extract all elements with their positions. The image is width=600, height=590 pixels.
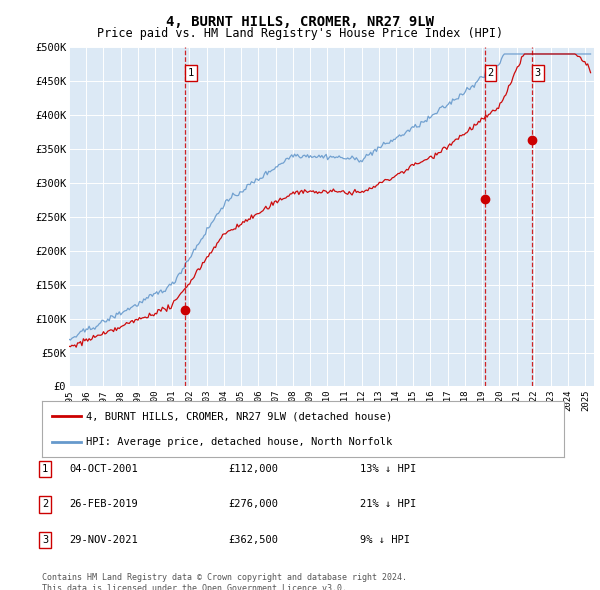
Text: 4, BURNT HILLS, CROMER, NR27 9LW: 4, BURNT HILLS, CROMER, NR27 9LW — [166, 15, 434, 29]
Text: 3: 3 — [535, 68, 541, 78]
Text: 29-NOV-2021: 29-NOV-2021 — [69, 535, 138, 545]
Text: 3: 3 — [42, 535, 48, 545]
Text: Price paid vs. HM Land Registry's House Price Index (HPI): Price paid vs. HM Land Registry's House … — [97, 27, 503, 40]
Text: 4, BURNT HILLS, CROMER, NR27 9LW (detached house): 4, BURNT HILLS, CROMER, NR27 9LW (detach… — [86, 411, 392, 421]
Text: 04-OCT-2001: 04-OCT-2001 — [69, 464, 138, 474]
Text: 21% ↓ HPI: 21% ↓ HPI — [360, 500, 416, 509]
Text: 2: 2 — [487, 68, 494, 78]
Text: 26-FEB-2019: 26-FEB-2019 — [69, 500, 138, 509]
Text: 9% ↓ HPI: 9% ↓ HPI — [360, 535, 410, 545]
Text: Contains HM Land Registry data © Crown copyright and database right 2024.
This d: Contains HM Land Registry data © Crown c… — [42, 573, 407, 590]
Text: £112,000: £112,000 — [228, 464, 278, 474]
Text: 1: 1 — [42, 464, 48, 474]
Text: £362,500: £362,500 — [228, 535, 278, 545]
Text: £276,000: £276,000 — [228, 500, 278, 509]
Text: 1: 1 — [188, 68, 194, 78]
Text: HPI: Average price, detached house, North Norfolk: HPI: Average price, detached house, Nort… — [86, 437, 392, 447]
Text: 13% ↓ HPI: 13% ↓ HPI — [360, 464, 416, 474]
Text: 2: 2 — [42, 500, 48, 509]
